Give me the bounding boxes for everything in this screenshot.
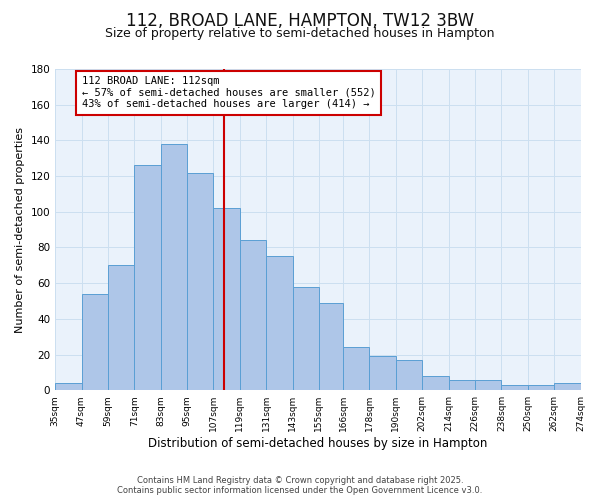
Bar: [55, 383, 82, 390]
Text: 112 BROAD LANE: 112sqm
← 57% of semi-detached houses are smaller (552)
43% of se: 112 BROAD LANE: 112sqm ← 57% of semi-det…: [82, 76, 375, 110]
Y-axis label: Number of semi-detached properties: Number of semi-detached properties: [15, 126, 25, 332]
Bar: [475, 380, 502, 390]
Bar: [343, 348, 370, 390]
Bar: [370, 356, 396, 390]
Bar: [449, 380, 475, 390]
Bar: [528, 385, 554, 390]
Text: Size of property relative to semi-detached houses in Hampton: Size of property relative to semi-detach…: [105, 28, 495, 40]
Bar: [319, 303, 343, 390]
Bar: [502, 385, 528, 390]
Bar: [161, 144, 187, 390]
Bar: [187, 172, 214, 390]
Bar: [108, 266, 134, 390]
Bar: [293, 286, 319, 390]
Bar: [554, 383, 581, 390]
X-axis label: Distribution of semi-detached houses by size in Hampton: Distribution of semi-detached houses by …: [148, 437, 488, 450]
Text: 112, BROAD LANE, HAMPTON, TW12 3BW: 112, BROAD LANE, HAMPTON, TW12 3BW: [126, 12, 474, 30]
Bar: [214, 208, 240, 390]
Bar: [396, 360, 422, 390]
Bar: [82, 294, 108, 390]
Bar: [134, 166, 161, 390]
Bar: [266, 256, 293, 390]
Text: Contains HM Land Registry data © Crown copyright and database right 2025.
Contai: Contains HM Land Registry data © Crown c…: [118, 476, 482, 495]
Bar: [422, 376, 449, 390]
Bar: [240, 240, 266, 390]
